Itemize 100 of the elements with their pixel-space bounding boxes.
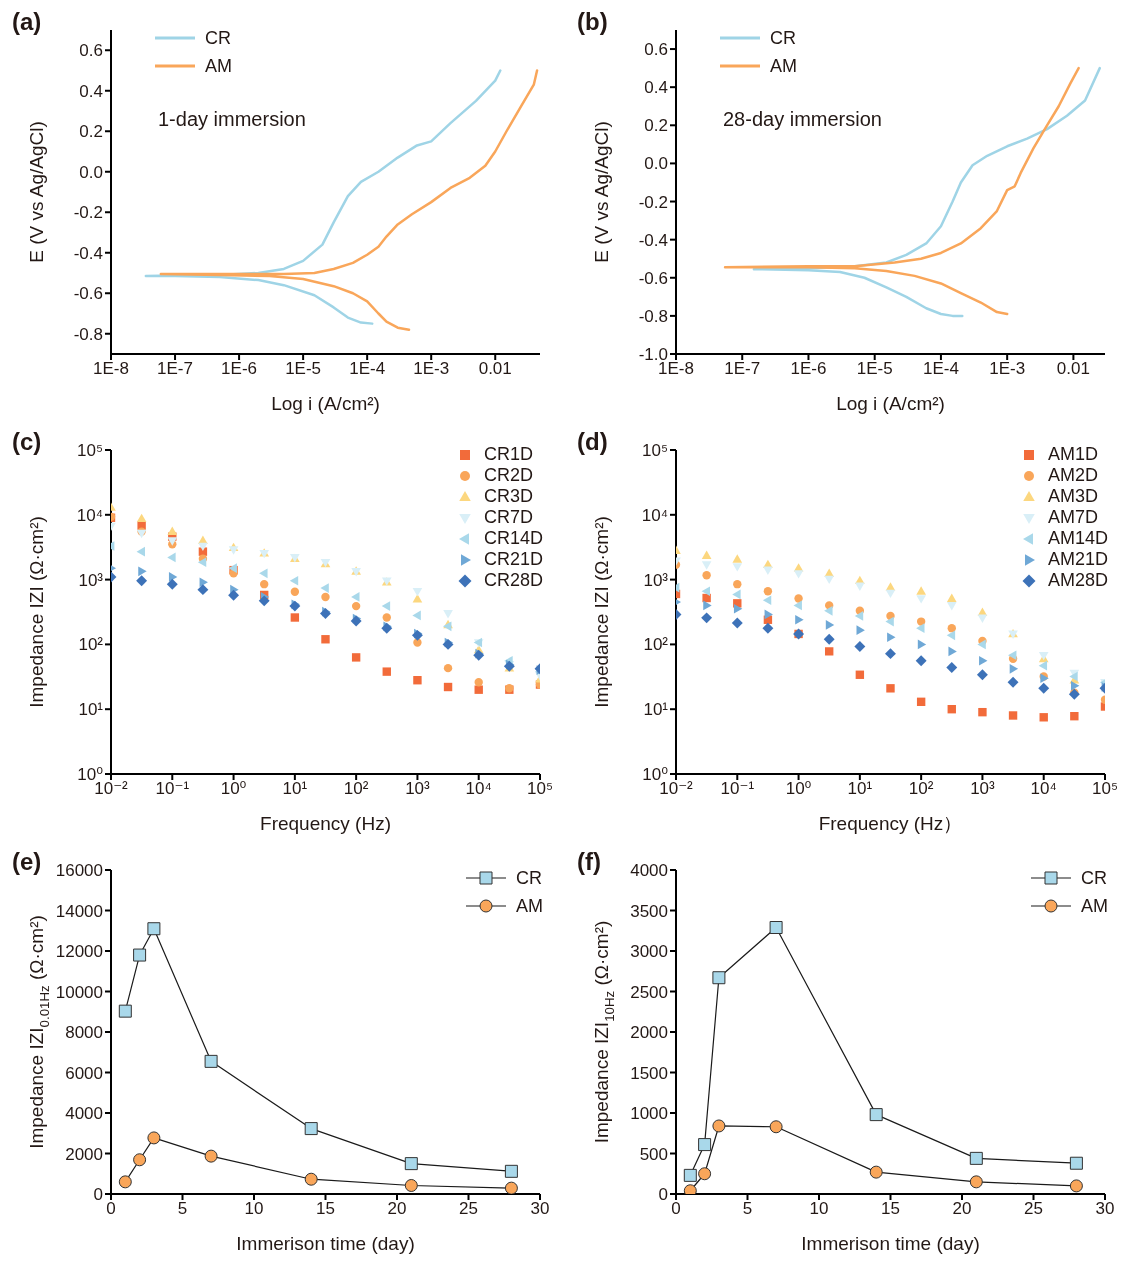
y-axis-title: Impedance IZI (Ω·cm²): [591, 516, 613, 708]
y-tick-label: -0.2: [638, 192, 668, 212]
y-tick-label: 0.6: [79, 41, 103, 61]
y-tick-label: -0.8: [73, 324, 103, 344]
x-tick-label: 1E-3: [989, 359, 1026, 379]
legend-label: AM2D: [1047, 465, 1098, 486]
y-tick-label: 16000: [55, 861, 103, 881]
y-tick-label: 4000: [630, 861, 668, 881]
x-tick-label: 10: [244, 1199, 264, 1219]
y-tick-label: -0.4: [73, 243, 103, 263]
y-tick-label: 2000: [630, 1023, 668, 1043]
y-tick-label: 6000: [65, 1063, 103, 1083]
x-tick-label: 20: [387, 1199, 407, 1219]
x-tick-label: 1E-4: [922, 359, 959, 379]
x-tick-label: 5: [177, 1199, 188, 1219]
y-tick-label: 10³: [643, 570, 669, 590]
legend-label: CR1D: [483, 444, 533, 465]
y-tick-label: -0.2: [73, 203, 103, 223]
chart-title: (c): [12, 428, 42, 456]
y-axis-title: E (V vs Ag/AgCl): [26, 121, 48, 263]
x-tick-label: 1E-7: [157, 359, 193, 379]
x-tick-label: 10⁵: [1092, 779, 1118, 799]
x-tick-label: 10³: [970, 779, 996, 799]
legend-label: CR: [770, 27, 796, 49]
legend-label: AM: [516, 895, 543, 917]
x-axis-title: Immerison time (day): [801, 1233, 980, 1254]
x-tick-label: 10¹: [847, 779, 873, 799]
legend-label: CR14D: [483, 528, 543, 549]
y-tick-label: 3000: [630, 942, 668, 962]
x-tick-label: 10¹: [282, 779, 308, 799]
annotation: 28-day immersion: [723, 108, 882, 131]
y-tick-label: 12000: [55, 942, 103, 962]
y-tick-label: -0.6: [73, 284, 103, 304]
legend-label: AM14D: [1047, 528, 1108, 549]
x-tick-label: 1E-5: [285, 359, 322, 379]
legend-label: AM: [1081, 895, 1108, 917]
y-tick-label: 10⁵: [77, 441, 103, 461]
legend-label: CR: [1081, 867, 1107, 889]
y-tick-label: 0.0: [644, 154, 668, 174]
y-tick-label: 500: [639, 1144, 668, 1164]
chart-title: (d): [577, 428, 608, 456]
legend-label: CR21D: [483, 549, 543, 570]
y-tick-label: 0.0: [79, 162, 103, 182]
y-tick-label: 0.4: [79, 81, 103, 101]
x-tick-label: 25: [1024, 1199, 1043, 1219]
legend-label: AM7D: [1047, 507, 1098, 528]
x-tick-label: 10⁰: [785, 779, 812, 799]
x-tick-label: 10⁴: [465, 779, 492, 799]
x-tick-label: 10²: [343, 779, 369, 799]
legend-label: CR28D: [483, 570, 543, 591]
legend-label: AM: [205, 55, 232, 77]
legend-label: AM1D: [1047, 444, 1098, 465]
y-tick-label: 14000: [55, 901, 103, 921]
chart-title: (b): [577, 8, 608, 36]
x-tick-label: 30: [530, 1199, 550, 1219]
x-tick-label: 10⁴: [1030, 779, 1057, 799]
x-tick-label: 1E-3: [413, 359, 450, 379]
y-tick-label: 0.4: [644, 78, 668, 98]
x-axis-title: Frequency (Hz）: [818, 813, 963, 834]
x-tick-label: 0.01: [1056, 359, 1090, 379]
chart-title: (e): [12, 848, 42, 876]
chart-title: (f): [577, 848, 601, 876]
x-tick-label: 10⁻¹: [720, 779, 755, 799]
x-axis-title: Log i (A/cm²): [271, 393, 380, 414]
x-axis-title: Immerison time (day): [236, 1233, 415, 1254]
y-tick-label: 0: [93, 1185, 103, 1205]
x-tick-label: 1E-8: [93, 359, 129, 379]
y-axis-title: E (V vs Ag/AgCl): [591, 121, 613, 263]
legend-label: CR3D: [483, 486, 533, 507]
x-tick-label: 10⁵: [527, 779, 553, 799]
y-axis-title: Impedance IZI (Ω·cm²): [26, 516, 48, 708]
y-tick-label: -0.6: [638, 268, 668, 288]
x-tick-label: 10⁰: [220, 779, 247, 799]
y-tick-label: 10¹: [78, 700, 104, 720]
x-tick-label: 1E-6: [221, 359, 258, 379]
x-tick-label: 0.01: [478, 359, 512, 379]
x-axis-title: Frequency (Hz): [260, 813, 391, 834]
x-tick-label: 10²: [908, 779, 934, 799]
x-tick-label: 1E-5: [856, 359, 893, 379]
legend-label: CR: [205, 27, 231, 49]
legend-label: AM: [770, 55, 797, 77]
y-tick-label: -0.8: [638, 306, 668, 326]
annotation: 1-day immersion: [158, 108, 306, 131]
y-tick-label: 4000: [65, 1104, 103, 1124]
chart-title: (a): [12, 8, 42, 36]
y-tick-label: 10²: [78, 635, 104, 655]
legend-label: AM3D: [1047, 486, 1098, 507]
y-tick-label: 10⁴: [641, 505, 668, 525]
y-tick-label: -0.4: [638, 230, 668, 250]
x-tick-label: 30: [1095, 1199, 1115, 1219]
y-tick-label: 0.2: [79, 122, 103, 142]
y-tick-label: 10⁵: [642, 441, 668, 461]
x-tick-label: 1E-4: [349, 359, 386, 379]
x-tick-label: 20: [952, 1199, 972, 1219]
y-tick-label: 3500: [630, 901, 668, 921]
legend-label: CR7D: [483, 507, 533, 528]
y-tick-label: 2500: [630, 982, 668, 1002]
x-tick-label: 5: [742, 1199, 753, 1219]
legend-label: AM28D: [1047, 570, 1108, 591]
y-tick-label: 0.2: [644, 116, 668, 136]
